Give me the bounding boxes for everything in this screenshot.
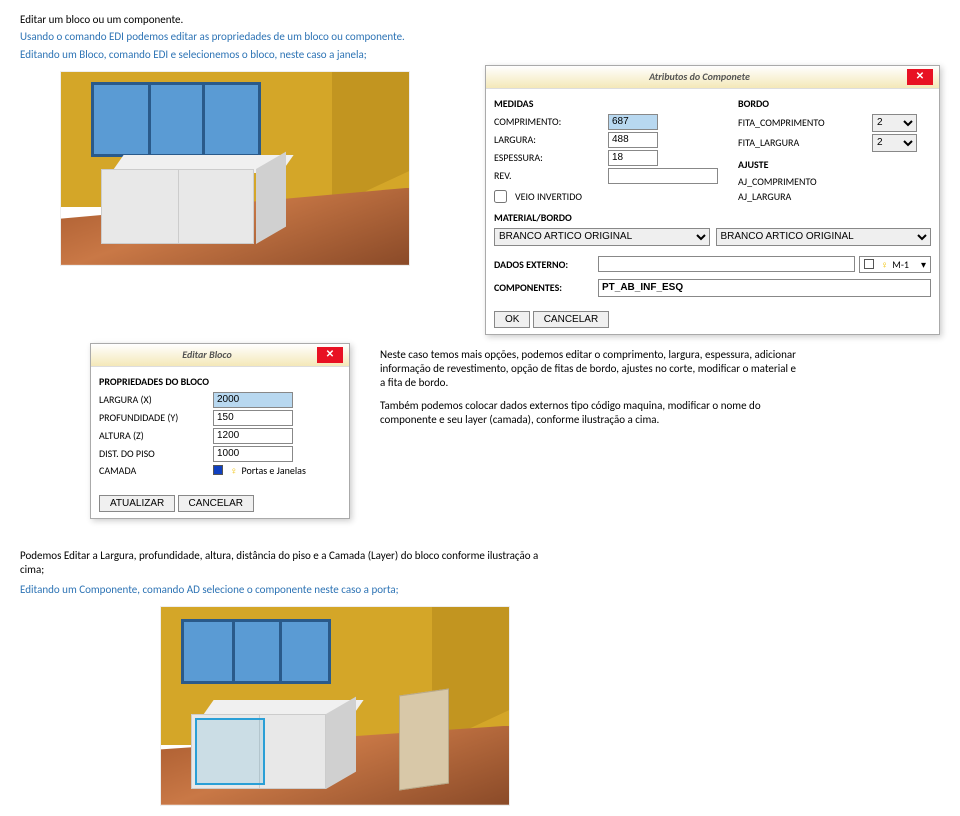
label-profundidade-y: PROFUNDIDADE (Y)	[99, 411, 209, 424]
input-componentes[interactable]	[598, 279, 931, 297]
section-bordo: BORDO	[738, 97, 931, 110]
paragraph-1: Usando o comando EDI podemos editar as p…	[20, 30, 940, 44]
label-largura-x: LARGURA (X)	[99, 393, 209, 406]
checkbox-veio-invertido[interactable]	[494, 190, 507, 203]
selection-highlight	[195, 718, 265, 785]
label-comprimento: COMPRIMENTO:	[494, 115, 604, 128]
dialog-title-text: Editar Bloco	[97, 348, 317, 361]
close-icon[interactable]: ✕	[907, 69, 933, 85]
label-dist-piso: DIST. DO PISO	[99, 447, 209, 460]
select-fita-larg[interactable]: 2	[872, 134, 917, 152]
input-espessura[interactable]	[608, 150, 658, 166]
label-camada: CAMADA	[99, 464, 209, 477]
select-fita-comp[interactable]: 2	[872, 114, 917, 132]
cancelar-button[interactable]: CANCELAR	[533, 311, 609, 328]
label-largura: LARGURA:	[494, 133, 604, 146]
square-icon	[213, 465, 223, 475]
dialog-editar-bloco: Editar Bloco ✕ PROPRIEDADES DO BLOCO LAR…	[90, 343, 350, 519]
window-object	[91, 82, 261, 157]
paragraph-6: Editando um Componente, comando AD selec…	[20, 583, 540, 597]
render-preview-1	[60, 71, 410, 266]
input-altura-z[interactable]	[213, 428, 293, 444]
input-largura[interactable]	[608, 132, 658, 148]
label-fita-comp: FITA_COMPRIMENTO	[738, 116, 868, 129]
window-object	[181, 619, 331, 684]
input-dados-externo[interactable]	[598, 256, 855, 272]
dialog-title-bar: Atributos do Componete ✕	[486, 66, 939, 89]
input-dist-piso[interactable]	[213, 446, 293, 462]
label-aj-larg: AJ_LARGURA	[738, 190, 868, 203]
paragraph-3: Neste caso temos mais opções, podemos ed…	[380, 348, 800, 391]
chevron-down-icon: ▾	[911, 258, 926, 271]
section-ajuste: AJUSTE	[738, 158, 931, 171]
cabinet-object	[201, 700, 351, 780]
input-comprimento[interactable]	[608, 114, 658, 130]
heading: Editar um bloco ou um componente.	[20, 13, 940, 27]
camada-value[interactable]: ♀ Portas e Janelas	[213, 464, 306, 477]
dialog-title-bar: Editar Bloco ✕	[91, 344, 349, 367]
cabinet-object	[111, 155, 281, 245]
input-largura-x[interactable]	[213, 392, 293, 408]
label-componentes: COMPONENTES:	[494, 281, 594, 294]
select-material-1[interactable]: BRANCO ARTICO ORIGINAL	[494, 228, 710, 246]
section-medidas: MEDIDAS	[494, 97, 718, 110]
bulb-icon: ♀	[881, 258, 889, 271]
select-material-2[interactable]: BRANCO ARTICO ORIGINAL	[716, 228, 932, 246]
bulb-icon: ♀	[230, 464, 238, 477]
section-material-bordo: MATERIAL/BORDO	[494, 211, 931, 224]
tag-dados-externo[interactable]: ♀ M-1 ▾	[859, 256, 931, 273]
input-profundidade-y[interactable]	[213, 410, 293, 426]
door-object	[399, 688, 449, 790]
paragraph-2: Editando um Bloco, comando EDI e selecio…	[20, 48, 940, 62]
label-espessura: ESPESSURA:	[494, 151, 604, 164]
label-rev: REV.	[494, 169, 604, 182]
square-icon	[864, 259, 874, 269]
input-rev[interactable]	[608, 168, 718, 184]
label-fita-larg: FITA_LARGURA	[738, 136, 868, 149]
label-altura-z: ALTURA (Z)	[99, 429, 209, 442]
section-propriedades: PROPRIEDADES DO BLOCO	[99, 375, 341, 388]
close-icon[interactable]: ✕	[317, 347, 343, 363]
dialog-atributos-componente: Atributos do Componete ✕ MEDIDAS COMPRIM…	[485, 65, 940, 335]
label-veio: VEIO INVERTIDO	[515, 190, 582, 203]
cancelar-button[interactable]: CANCELAR	[178, 495, 254, 512]
paragraph-5: Podemos Editar a Largura, profundidade, …	[20, 549, 540, 578]
label-dados-externo: DADOS EXTERNO:	[494, 258, 594, 271]
dialog-title-text: Atributos do Componete	[492, 70, 907, 83]
label-aj-comp: AJ_COMPRIMENTO	[738, 175, 868, 188]
ok-button[interactable]: OK	[494, 311, 530, 328]
render-preview-2	[160, 606, 510, 806]
atualizar-button[interactable]: ATUALIZAR	[99, 495, 175, 512]
paragraph-4: Também podemos colocar dados externos ti…	[380, 399, 800, 428]
